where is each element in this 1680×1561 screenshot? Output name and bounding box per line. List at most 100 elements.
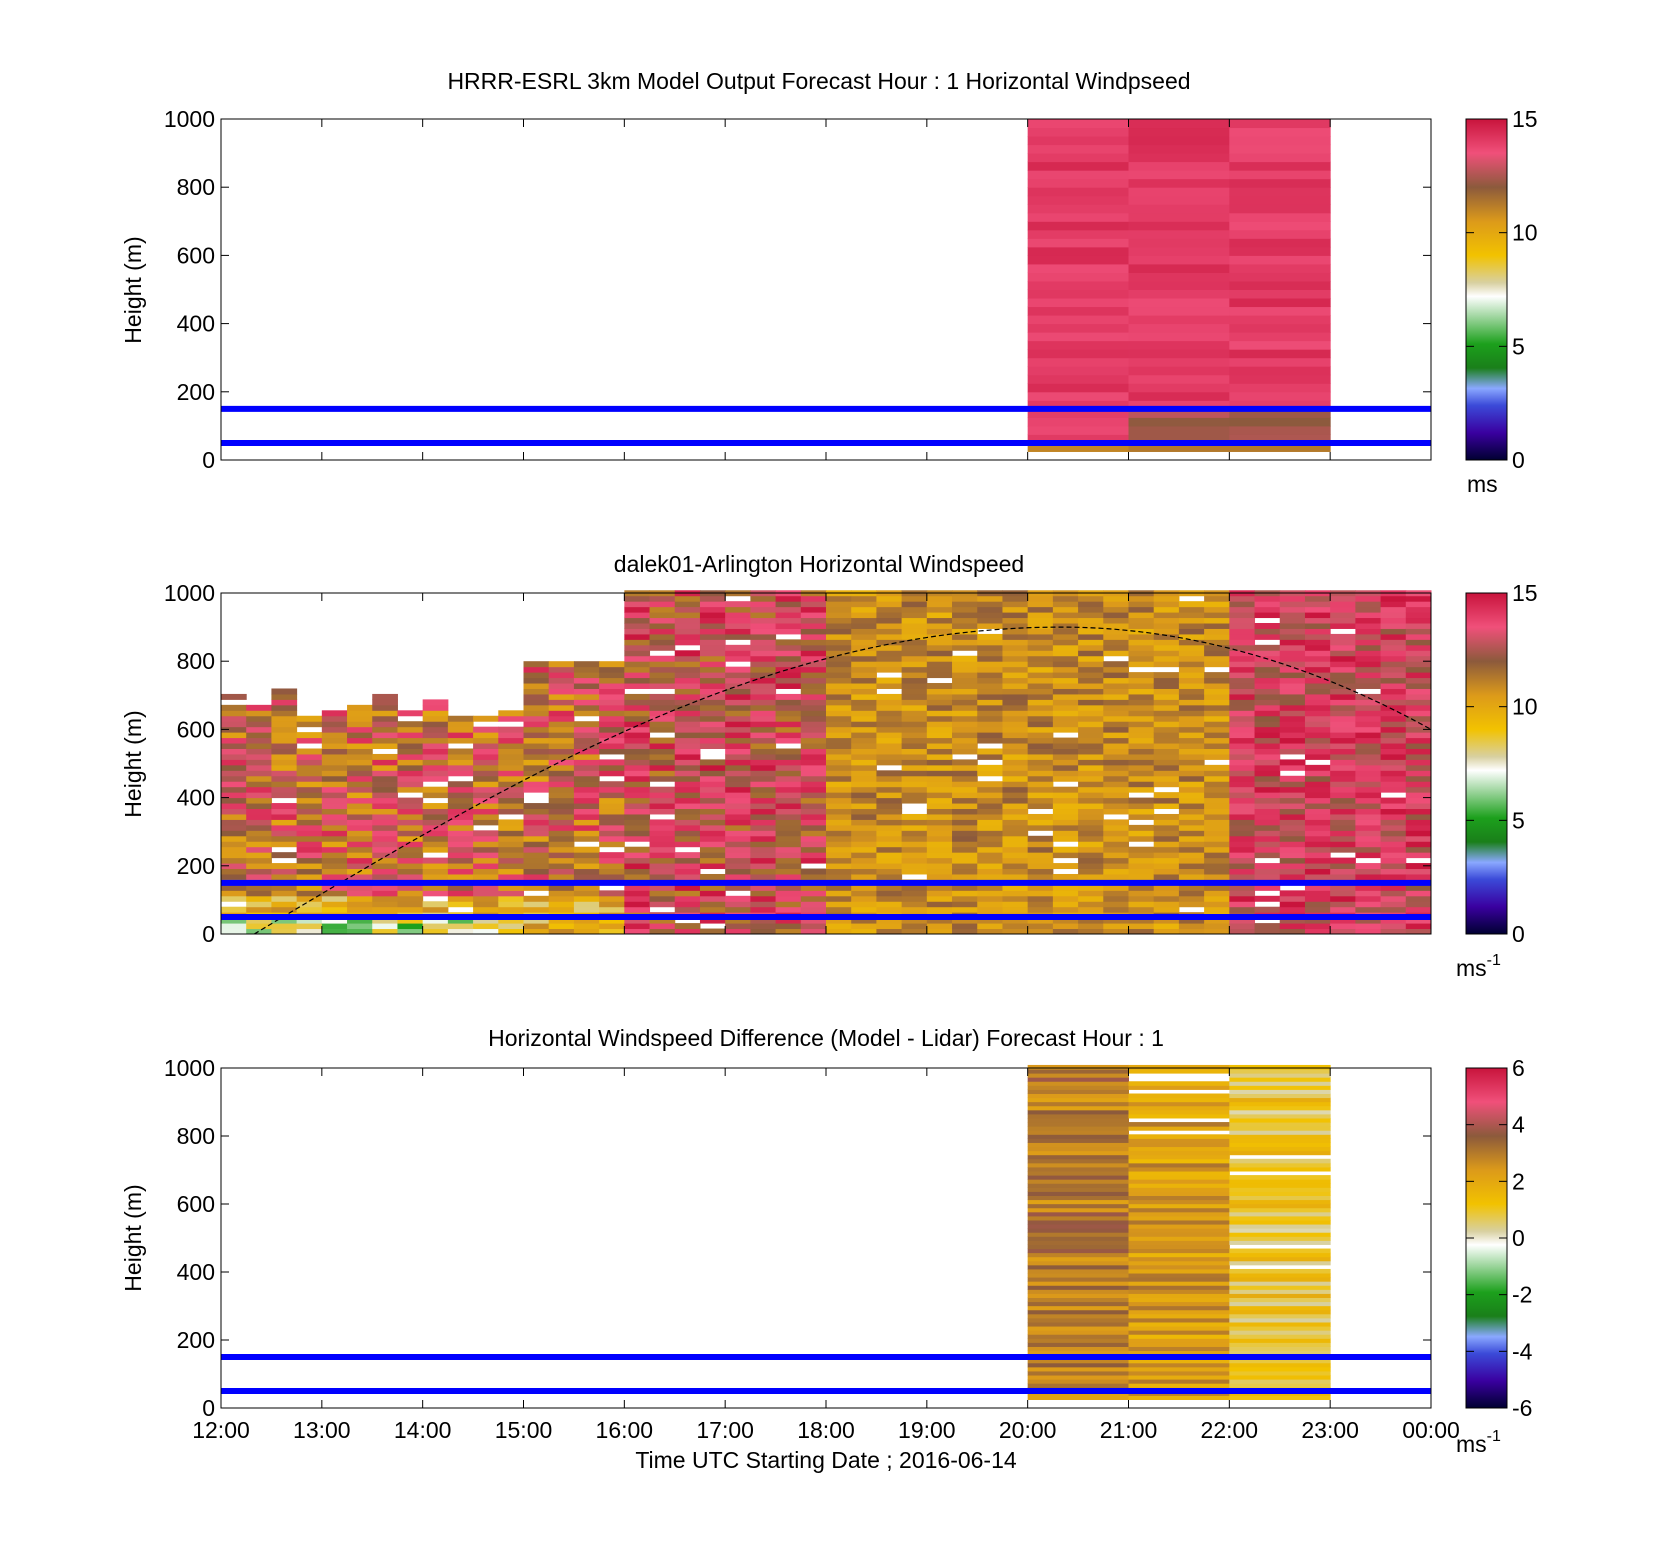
heatmap-cell (1002, 895, 1029, 902)
heatmap-cell (1052, 628, 1079, 635)
heatmap-cell (977, 923, 1003, 930)
heatmap-cell (699, 846, 726, 853)
heatmap-cell (347, 715, 373, 722)
heatmap-cell (1128, 1244, 1230, 1250)
heatmap-cell (1355, 753, 1382, 760)
heatmap-cell (750, 606, 777, 613)
heatmap-cell (952, 824, 978, 831)
y-tick-label: 600 (177, 242, 215, 268)
heatmap-cell (1103, 906, 1129, 913)
heatmap-cell (1405, 704, 1432, 711)
heatmap-cell (1405, 906, 1432, 913)
heatmap-cell (926, 672, 953, 679)
heatmap-cell (372, 737, 398, 744)
heatmap-cell (1128, 1158, 1230, 1164)
heatmap-cell (674, 797, 701, 804)
heatmap-cell (296, 721, 323, 728)
heatmap-cell (523, 748, 550, 755)
heatmap-cell (1128, 759, 1155, 766)
heatmap-cell (271, 830, 298, 837)
heatmap-cell (1128, 688, 1155, 695)
heatmap-cell (1380, 813, 1407, 820)
heatmap-cell (498, 753, 524, 760)
heatmap-cell (1052, 928, 1079, 935)
heatmap-cell (1103, 699, 1129, 706)
heatmap-cell (422, 863, 449, 870)
heatmap-cell (246, 846, 272, 853)
heatmap-cell (649, 628, 676, 635)
heatmap-cell (1355, 699, 1382, 706)
heatmap-cell (1229, 272, 1331, 282)
heatmap-cell (826, 688, 852, 695)
heatmap-cell (826, 775, 852, 782)
heatmap-cell (977, 721, 1003, 728)
heatmap-cell (1002, 688, 1029, 695)
heatmap-cell (1027, 1154, 1129, 1160)
heatmap-cell (952, 797, 978, 804)
heatmap-cell (1204, 655, 1230, 662)
heatmap-cell (876, 863, 903, 870)
heatmap-cell (775, 693, 802, 700)
heatmap-cell (826, 628, 852, 635)
heatmap-cell (725, 666, 751, 673)
heatmap-cell (1304, 617, 1331, 624)
heatmap-cell (750, 770, 777, 777)
heatmap-cell (1128, 743, 1155, 749)
heatmap-cell (1178, 808, 1205, 815)
heatmap-cell (775, 710, 802, 717)
heatmap-cell (397, 808, 424, 815)
heatmap-cell (977, 623, 1003, 629)
heatmap-cell (347, 743, 373, 749)
heatmap-cell (826, 906, 852, 913)
heatmap-cell (699, 650, 726, 657)
heatmap-cell (1304, 748, 1331, 755)
heatmap-cell (1027, 161, 1129, 171)
heatmap-cell (1380, 677, 1407, 684)
heatmap-cell (775, 868, 802, 875)
heatmap-cell (1103, 623, 1129, 629)
heatmap-cell (750, 884, 777, 891)
heatmap-cell (1204, 606, 1230, 613)
heatmap-cell (1027, 1240, 1129, 1245)
heatmap-cell (1027, 803, 1054, 810)
heatmap-cell (599, 863, 625, 870)
heatmap-cell (800, 704, 827, 711)
heatmap-cell (1027, 195, 1129, 205)
heatmap-cell (1178, 928, 1205, 935)
heatmap-cell (750, 764, 777, 771)
heatmap-cell (1204, 906, 1230, 913)
heatmap-cell (1229, 901, 1256, 908)
heatmap-cell (775, 699, 802, 706)
heatmap-cell (1128, 693, 1155, 700)
heatmap-cell (1027, 1370, 1129, 1376)
heatmap-cell (1103, 928, 1129, 935)
heatmap-cell (1229, 1207, 1331, 1213)
heatmap-cell (1254, 884, 1281, 891)
heatmap-cell (1002, 743, 1029, 749)
heatmap-cell (775, 661, 802, 668)
heatmap-cell (1078, 884, 1104, 891)
heatmap-cell (1027, 775, 1054, 782)
heatmap-cell (1229, 595, 1256, 602)
heatmap-cell (750, 683, 777, 689)
heatmap-cell (1153, 683, 1180, 689)
heatmap-cell (699, 928, 726, 935)
heatmap-cell (271, 715, 298, 722)
heatmap-cell (1279, 677, 1306, 684)
heatmap-cell (1204, 857, 1230, 864)
heatmap-cell (1304, 868, 1331, 875)
heatmap-cell (901, 901, 928, 908)
heatmap-cell (1002, 710, 1029, 717)
heatmap-cell (1229, 672, 1256, 679)
heatmap-cell (901, 623, 928, 629)
heatmap-cell (1002, 846, 1029, 853)
heatmap-cell (699, 743, 726, 749)
heatmap-cell (624, 617, 651, 624)
heatmap-cell (826, 819, 852, 826)
heatmap-cell (1304, 819, 1331, 826)
heatmap-cell (1103, 786, 1129, 793)
difference-x-ticks: 12:00 13:00 14:00 15:00 16:00 17:00 18:00 19:00… (192, 1068, 1460, 1443)
heatmap-cell (447, 732, 474, 739)
heatmap-cell (1229, 315, 1331, 325)
